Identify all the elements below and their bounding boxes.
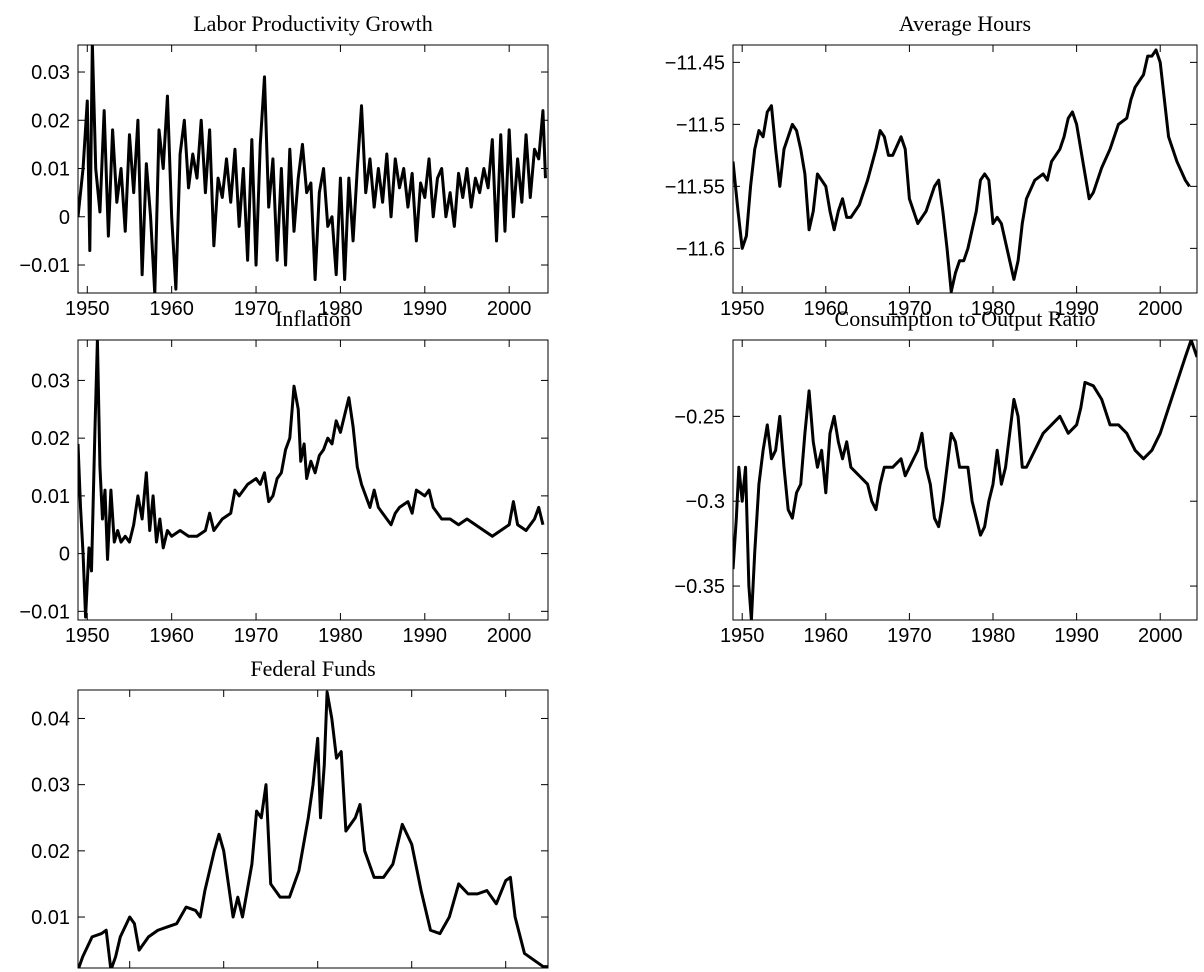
- data-line: [733, 340, 1197, 620]
- y-tick-label: −0.25: [674, 406, 725, 428]
- y-tick-label: 0: [59, 207, 70, 229]
- x-tick-label: 1960: [804, 298, 849, 320]
- data-line: [733, 48, 1191, 293]
- axes-box: [77, 339, 549, 621]
- axes-box: [732, 44, 1198, 294]
- data-line: [78, 45, 547, 293]
- x-tick-label: 1980: [971, 298, 1016, 320]
- x-tick-label: 1960: [149, 625, 194, 647]
- y-tick-label: 0.02: [31, 110, 70, 132]
- x-tick-label: 1950: [65, 625, 110, 647]
- x-tick-label: 1990: [403, 625, 448, 647]
- x-tick-label: 1950: [720, 298, 765, 320]
- panel-title: Consumption to Output Ratio: [835, 306, 1096, 331]
- y-tick-label: 0.02: [31, 428, 70, 450]
- y-tick-label: 0.03: [31, 370, 70, 392]
- x-tick-label: 1970: [887, 625, 932, 647]
- panel-title: Average Hours: [899, 11, 1031, 36]
- y-tick-label: 0.03: [31, 775, 70, 797]
- y-tick-label: 0.02: [31, 841, 70, 863]
- x-tick-label: 2000: [487, 298, 532, 320]
- y-tick-label: −11.55: [665, 176, 725, 198]
- x-tick-label: 2000: [487, 625, 532, 647]
- x-tick-label: 1990: [403, 298, 448, 320]
- y-tick-label: −0.01: [19, 601, 70, 623]
- y-tick-label: −0.3: [686, 491, 725, 513]
- x-tick-label: 1970: [887, 298, 932, 320]
- x-tick-label: 2000: [1138, 298, 1183, 320]
- x-tick-label: 1990: [1054, 298, 1099, 320]
- y-tick-label: 0.01: [31, 907, 70, 929]
- y-tick-label: 0.03: [31, 62, 70, 84]
- y-tick-label: −11.6: [676, 238, 725, 260]
- y-tick-label: −0.35: [674, 576, 725, 598]
- x-tick-label: 1950: [720, 625, 765, 647]
- y-tick-label: −11.5: [676, 114, 725, 136]
- data-line: [78, 340, 545, 619]
- x-tick-label: 1950: [65, 298, 110, 320]
- x-tick-label: 2000: [1138, 625, 1183, 647]
- panel-title: Federal Funds: [250, 656, 375, 681]
- panel-title: Labor Productivity Growth: [193, 11, 433, 36]
- axes-box: [77, 689, 549, 969]
- data-line: [78, 690, 548, 968]
- y-tick-label: 0.01: [31, 159, 70, 181]
- x-tick-label: 1970: [234, 298, 279, 320]
- y-tick-label: 0: [59, 544, 70, 566]
- x-tick-label: 1980: [318, 625, 363, 647]
- x-tick-label: 1980: [318, 298, 363, 320]
- x-tick-label: 1980: [971, 625, 1016, 647]
- x-tick-label: 1960: [149, 298, 194, 320]
- y-tick-label: −11.45: [665, 52, 725, 74]
- axes-box: [732, 339, 1198, 621]
- y-tick-label: −0.01: [19, 255, 70, 277]
- x-tick-label: 1990: [1054, 625, 1099, 647]
- y-tick-label: 0.04: [31, 708, 70, 730]
- x-tick-label: 1970: [234, 625, 279, 647]
- x-tick-label: 1960: [804, 625, 849, 647]
- y-tick-label: 0.01: [31, 486, 70, 508]
- panel-title: Inflation: [275, 306, 351, 331]
